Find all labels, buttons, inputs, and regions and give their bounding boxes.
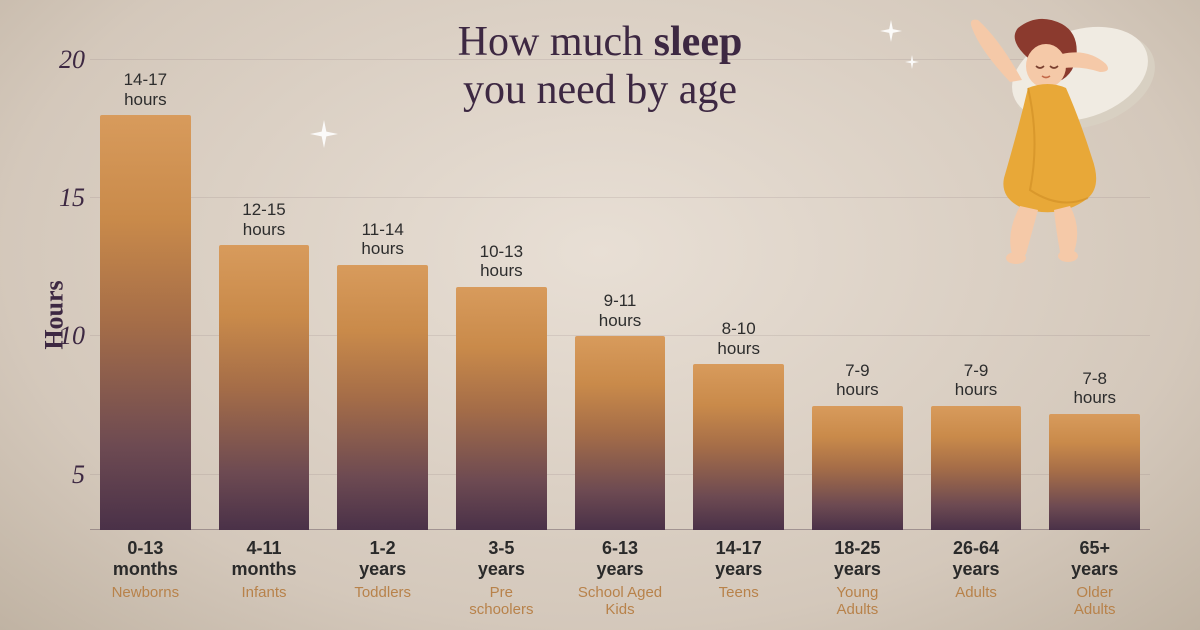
age-group-label: Older Adults <box>1049 585 1140 618</box>
bar-value-label: 12-15 hours <box>242 200 285 239</box>
x-axis-labels: 0-13 months Newborns 4-11 months Infants 1-2… <box>90 538 1150 618</box>
age-range-label: 26-64 years <box>931 538 1022 579</box>
age-range-label: 14-17 years <box>693 538 784 579</box>
y-tick-label: 10 <box>45 321 85 351</box>
bar <box>1049 414 1140 530</box>
age-group-label: School Aged Kids <box>575 585 666 618</box>
title-line-1-bold: sleep <box>654 19 743 65</box>
bar <box>931 406 1022 530</box>
bar-value-label: 10-13 hours <box>480 242 523 281</box>
age-range-label: 6-13 years <box>575 538 666 579</box>
bar <box>456 287 547 530</box>
age-group-label: Toddlers <box>337 585 428 602</box>
bar <box>219 245 310 530</box>
age-group-label: Infants <box>219 585 310 602</box>
bar-group: 8-10 hours <box>693 60 784 530</box>
bar <box>337 265 428 530</box>
age-range-label: 3-5 years <box>456 538 547 579</box>
age-group-label: Pre schoolers <box>456 585 547 618</box>
y-tick-label: 5 <box>45 460 85 490</box>
age-group-label: Young Adults <box>812 585 903 618</box>
bar-value-label: 14-17 hours <box>124 70 167 109</box>
title-line-1-pre: How much <box>458 19 654 65</box>
y-tick-label: 15 <box>45 183 85 213</box>
x-axis-category: 65+ years Older Adults <box>1049 538 1140 618</box>
x-axis-category: 4-11 months Infants <box>219 538 310 618</box>
bar-value-label: 8-10 hours <box>717 319 760 358</box>
age-group-label: Teens <box>693 585 784 602</box>
bar <box>693 364 784 530</box>
sparkle-icon <box>310 120 338 148</box>
x-axis-category: 14-17 years Teens <box>693 538 784 618</box>
age-group-label: Adults <box>931 585 1022 602</box>
y-tick-label: 20 <box>45 45 85 75</box>
age-range-label: 1-2 years <box>337 538 428 579</box>
bar-group: 9-11 hours <box>575 60 666 530</box>
x-axis-category: 3-5 years Pre schoolers <box>456 538 547 618</box>
x-axis-category: 0-13 months Newborns <box>100 538 191 618</box>
age-range-label: 18-25 years <box>812 538 903 579</box>
age-range-label: 4-11 months <box>219 538 310 579</box>
bar-value-label: 7-9 hours <box>836 361 879 400</box>
bar-group: 10-13 hours <box>456 60 547 530</box>
bar-value-label: 7-9 hours <box>955 361 998 400</box>
age-range-label: 0-13 months <box>100 538 191 579</box>
x-axis-category: 6-13 years School Aged Kids <box>575 538 666 618</box>
bar-value-label: 7-8 hours <box>1073 369 1116 408</box>
sparkle-icon <box>880 20 902 42</box>
age-group-label: Newborns <box>100 585 191 602</box>
bar-group: 11-14 hours <box>337 60 428 530</box>
bar-group: 14-17 hours <box>100 60 191 530</box>
chart-title: How much sleep you need by age <box>458 18 743 115</box>
bar <box>575 336 666 530</box>
bar-value-label: 9-11 hours <box>599 291 642 330</box>
x-axis-category: 26-64 years Adults <box>931 538 1022 618</box>
sleeping-woman-illustration <box>910 10 1170 270</box>
y-axis-ticks: 5101520 <box>45 60 85 530</box>
age-range-label: 65+ years <box>1049 538 1140 579</box>
bar <box>812 406 903 530</box>
x-axis-category: 1-2 years Toddlers <box>337 538 428 618</box>
bar-group: 7-9 hours <box>812 60 903 530</box>
bar-value-label: 11-14 hours <box>361 220 404 259</box>
x-axis-category: 18-25 years Young Adults <box>812 538 903 618</box>
bar-group: 12-15 hours <box>219 60 310 530</box>
bar <box>100 115 191 530</box>
title-line-2: you need by age <box>463 67 737 113</box>
